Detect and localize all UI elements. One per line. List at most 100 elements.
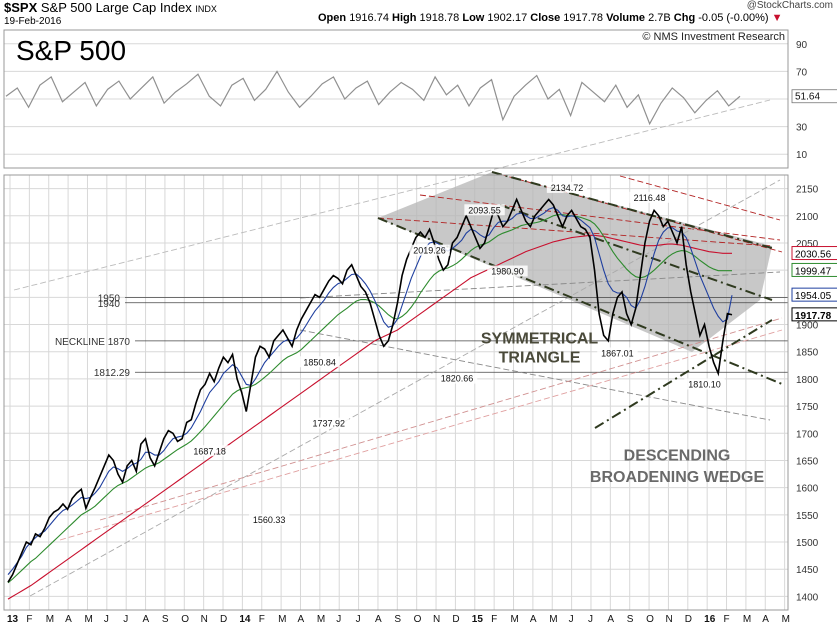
price-point-label: 1687.18: [193, 446, 226, 456]
x-tick-label: N: [201, 614, 208, 625]
rsi-tick-label: 30: [796, 123, 808, 134]
price-point-label-bg: [546, 181, 588, 193]
last-value-box: [791, 262, 837, 277]
price-tick-label: 1900: [796, 321, 819, 332]
rsi-grid: 103050709051.64: [4, 40, 837, 161]
trend-line: [619, 175, 781, 221]
high-value: 1918.78: [419, 12, 460, 24]
chart-title: S&P 500: [16, 35, 126, 66]
x-tick-label: D: [685, 614, 692, 625]
price-series: [5, 70, 741, 600]
ma_mid-line: [7, 214, 732, 584]
level-label: 1812.29: [94, 368, 131, 379]
last-value-box: [791, 307, 837, 322]
price-point-label-bg: [436, 372, 478, 384]
x-tick-label: 15: [472, 614, 484, 625]
high-label: High: [392, 12, 417, 24]
symbol: $SPX: [4, 0, 38, 15]
last-value-label: 2030.56: [795, 250, 832, 261]
chg-value: -0.05 (-0.00%): [698, 12, 769, 24]
price-tick-label: 1500: [796, 538, 819, 549]
pattern-boundary-line: [499, 204, 773, 301]
price-point-label-bg: [308, 417, 349, 429]
price-tick-label: 1400: [796, 592, 819, 603]
price-point-label-bg: [248, 514, 290, 526]
x-tick-label: 14: [239, 614, 251, 625]
x-tick-label: J: [104, 614, 109, 625]
x-tick-label: M: [278, 614, 286, 625]
level-label: 1950: [98, 293, 121, 304]
open-value: 1916.74: [349, 12, 389, 24]
price-point-label-bg: [189, 445, 230, 457]
x-tick-label: J: [569, 614, 574, 625]
price-point-label: 2019.26: [413, 246, 446, 256]
last-value-label: 1954.05: [795, 291, 832, 302]
low-label: Low: [462, 12, 485, 24]
x-tick-label: M: [84, 614, 92, 625]
chg-label: Chg: [673, 12, 696, 24]
trend-line: [29, 179, 781, 597]
close-value: 1917.78: [563, 12, 604, 24]
price-point-label-bg: [597, 347, 638, 359]
x-tick-label: N: [433, 614, 440, 625]
trend-line: [99, 317, 783, 521]
pattern-boundary-line: [594, 319, 773, 429]
price-point-label-bg: [487, 265, 528, 277]
price-tick-label: 1750: [796, 402, 819, 413]
x-tick-label: S: [162, 614, 169, 625]
date-label: 19-Feb-2016: [4, 16, 62, 27]
x-tick-label: D: [452, 614, 459, 625]
price-point-label-bg: [629, 191, 670, 203]
price-tick-label: 2150: [796, 185, 819, 196]
x-tick-label: D: [220, 614, 227, 625]
x-tick-label: N: [665, 614, 672, 625]
price-point-label-bg: [299, 356, 340, 368]
price-tick-label: 2100: [796, 212, 819, 223]
price-tick-label: 1450: [796, 565, 819, 576]
last-value-box: [791, 246, 837, 261]
x-tick-label: O: [414, 614, 422, 625]
price-point-label-bg: [409, 244, 450, 256]
rsi-tick-label: 70: [796, 67, 808, 78]
x-tick-label: A: [65, 614, 72, 625]
price-point-label: 2093.55: [468, 205, 501, 215]
trend-line: [377, 217, 773, 247]
copyright-text: © NMS Investment Research: [642, 31, 785, 43]
ma_slow-line: [7, 234, 732, 600]
volume-label: Volume: [606, 12, 646, 24]
x-tick-label: F: [259, 614, 265, 625]
x-tick-label: M: [46, 614, 54, 625]
rsi-line: [5, 70, 741, 126]
pattern-overlays: [13, 99, 788, 597]
x-tick-label: M: [743, 614, 751, 625]
index-name: S&P 500 Large Cap Index: [40, 0, 192, 15]
price-line: [7, 197, 733, 583]
x-tick-label: J: [123, 614, 128, 625]
x-tick-label: O: [646, 614, 654, 625]
rsi-value-label: 51.64: [795, 92, 820, 103]
price-panel-frame: [3, 174, 789, 611]
x-tick-label: S: [394, 614, 401, 625]
rsi-panel-frame: [3, 29, 789, 169]
x-tick-label: O: [181, 614, 189, 625]
x-tick-label: A: [607, 614, 614, 625]
price-point-label: 1850.84: [303, 357, 336, 367]
volume-value: 2.7B: [648, 12, 671, 24]
last-value-box: [791, 287, 837, 302]
last-value-label: 1917.78: [795, 311, 832, 322]
trend-line: [59, 329, 783, 541]
price-tick-label: 1600: [796, 484, 819, 495]
pattern-annotation: TRIANGLE: [499, 350, 581, 367]
price-tick-label: 1800: [796, 375, 819, 386]
ma_fast-line: [7, 207, 733, 576]
x-tick-label: 13: [7, 614, 19, 625]
pattern-annotation: DESCENDING: [624, 447, 731, 464]
x-tick-label: A: [762, 614, 769, 625]
trend-line: [419, 194, 781, 241]
x-tick-label: J: [336, 614, 341, 625]
pattern-boundary-line: [377, 217, 783, 385]
close-label: Close: [530, 12, 561, 24]
triangle-shading: [378, 172, 772, 352]
